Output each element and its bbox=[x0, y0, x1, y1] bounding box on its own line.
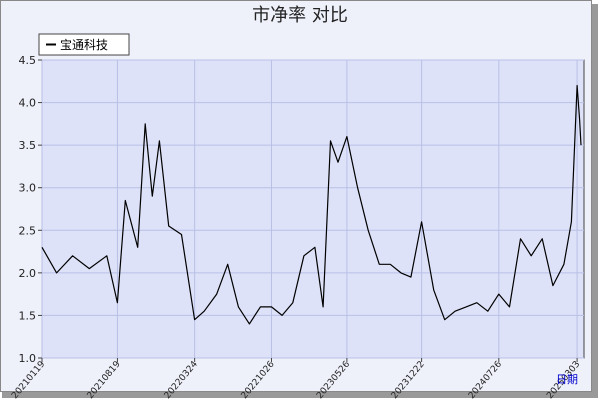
legend: 宝通科技 bbox=[38, 33, 130, 56]
y-tick-label: 2.0 bbox=[19, 267, 37, 280]
chart-title: 市净率 对比 bbox=[252, 5, 348, 26]
series-group bbox=[41, 84, 582, 325]
y-tick-label: 1.0 bbox=[19, 352, 37, 365]
legend-box bbox=[38, 33, 130, 56]
x-axis-label[interactable]: 日期 bbox=[556, 373, 578, 386]
y-tick-label: 3.5 bbox=[19, 139, 37, 152]
y-tick-label: 4.5 bbox=[19, 54, 37, 67]
plot-area bbox=[41, 59, 585, 359]
legend-label: 宝通科技 bbox=[60, 38, 108, 52]
series-line bbox=[41, 84, 582, 325]
y-tick-label: 2.5 bbox=[19, 224, 37, 237]
grid-lines bbox=[41, 59, 584, 359]
y-tick-label: 4.0 bbox=[19, 97, 37, 110]
y-axis: 1.0 1.5 2.0 2.5 3.0 3.5 4.0 4.5 bbox=[19, 54, 42, 365]
y-tick-label: 3.0 bbox=[19, 182, 37, 195]
y-tick-label: 1.5 bbox=[19, 309, 37, 322]
frame-shadow-bottom bbox=[2, 392, 598, 398]
frame-shadow-right bbox=[592, 4, 598, 398]
